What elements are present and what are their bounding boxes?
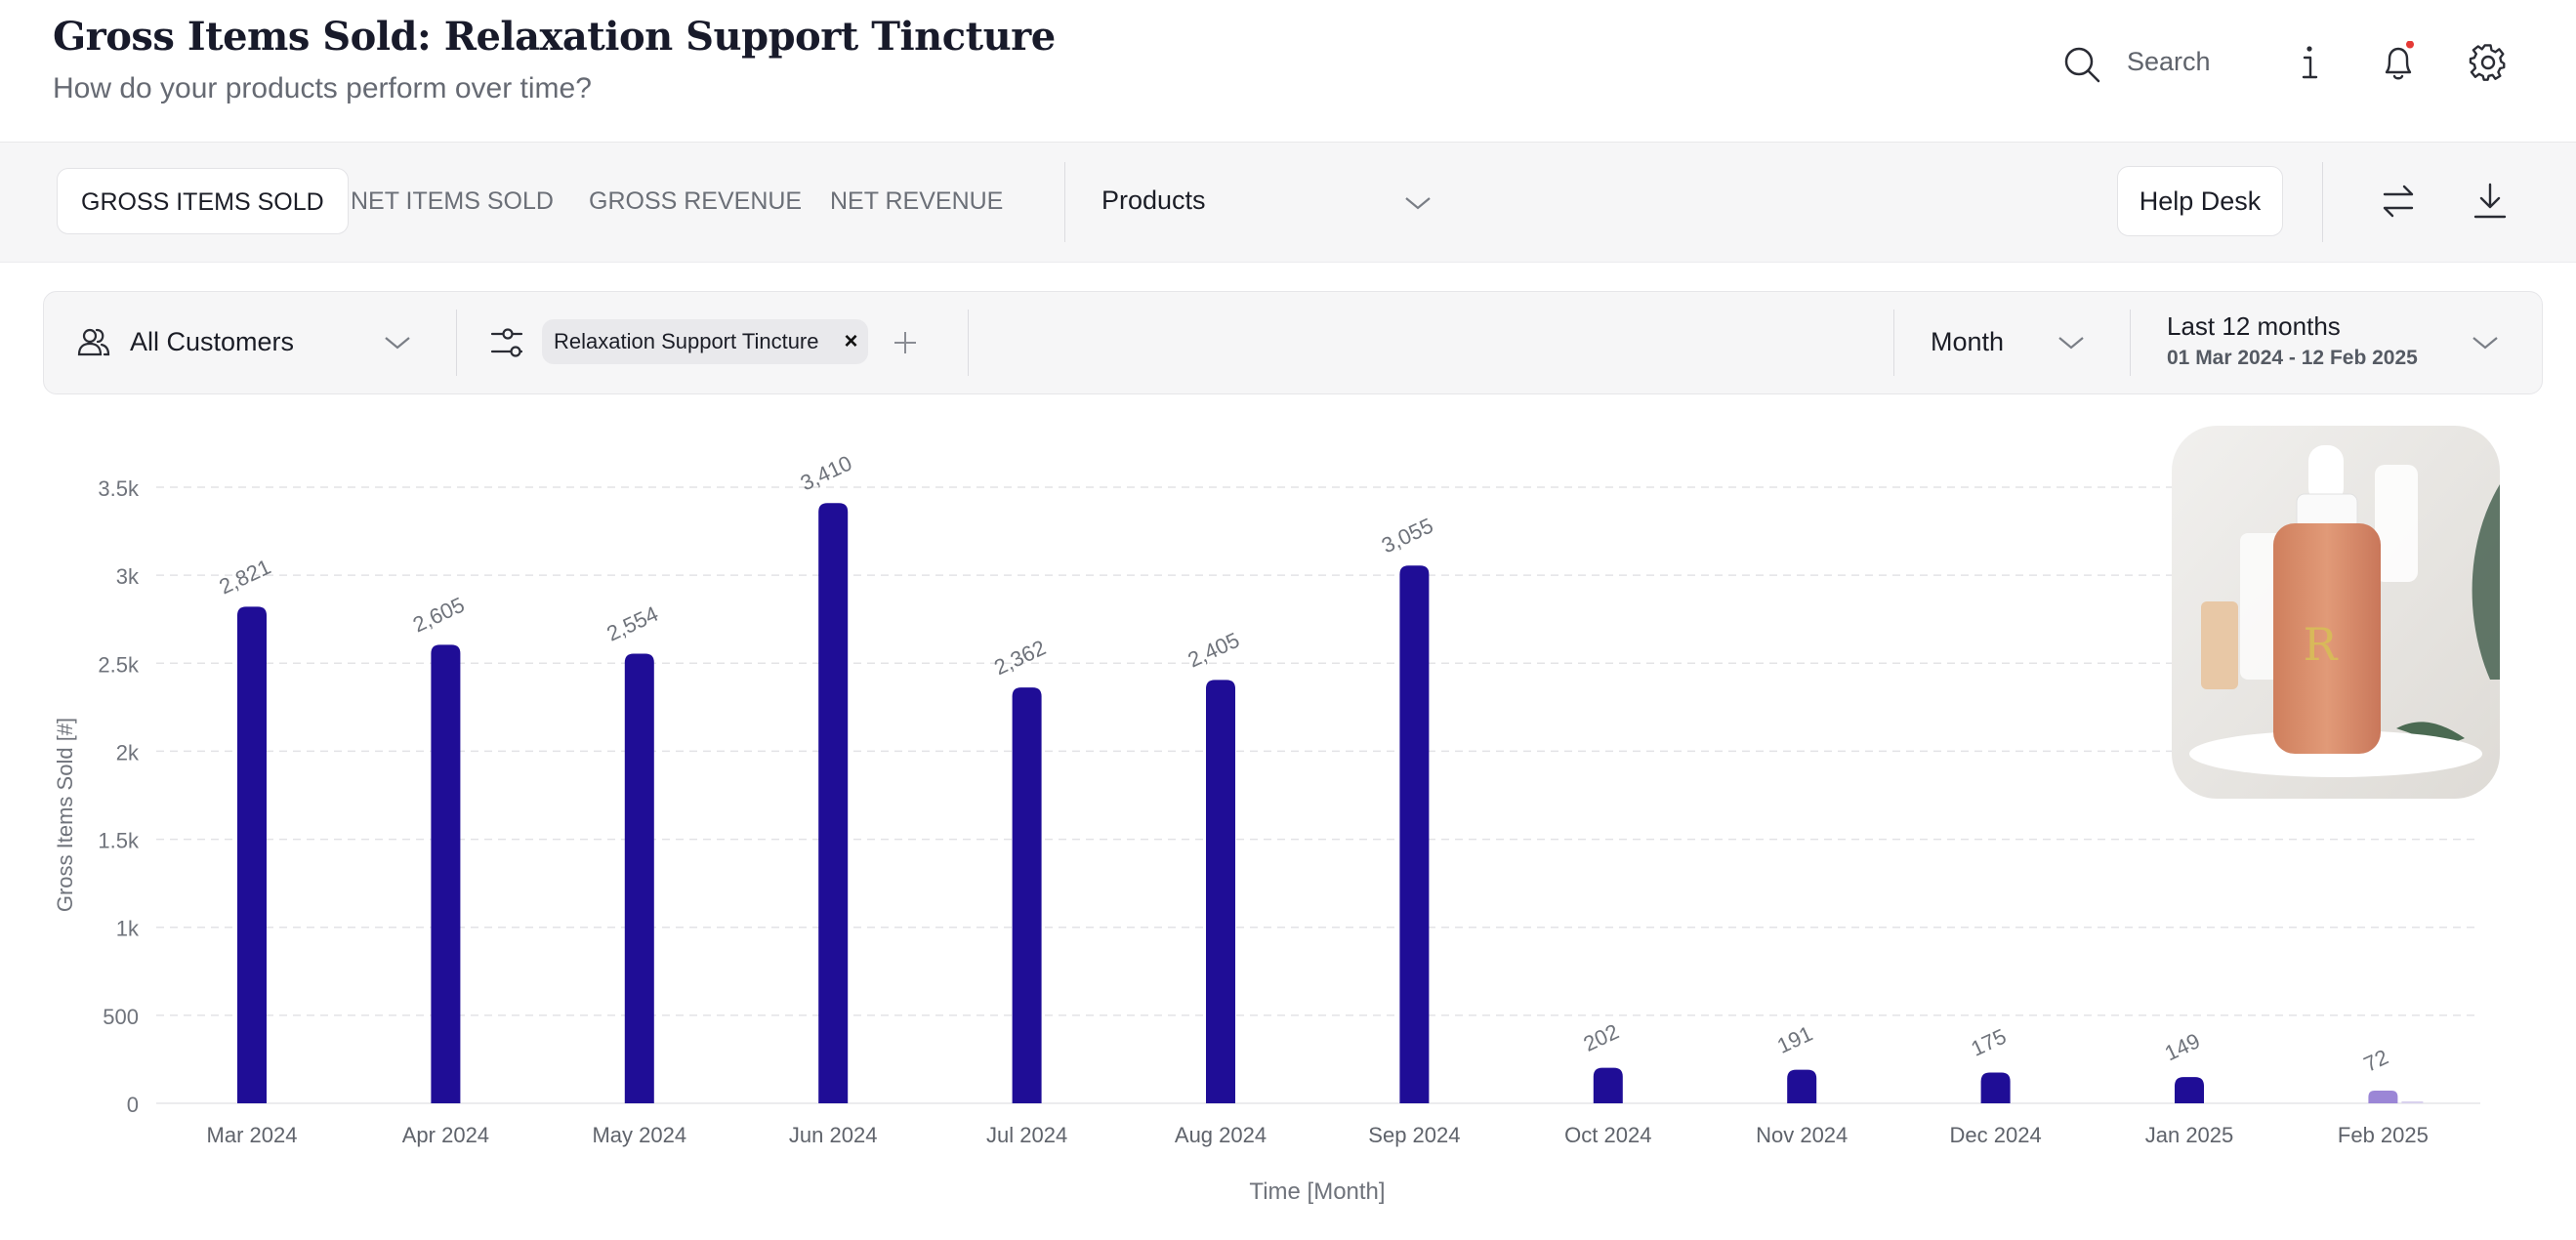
x-tick-label: Apr 2024: [402, 1123, 489, 1147]
chevron-down-icon[interactable]: [2057, 335, 2085, 351]
svg-text:R: R: [2304, 618, 2339, 671]
bar: [2175, 1077, 2204, 1103]
y-tick-label: 500: [103, 1005, 139, 1029]
divider: [1893, 310, 1894, 376]
search-input[interactable]: Search: [2127, 47, 2211, 76]
x-tick-label: Jul 2024: [986, 1123, 1067, 1147]
page-header: Gross Items Sold: Relaxation Support Tin…: [0, 0, 2576, 143]
x-tick-label: Sep 2024: [1368, 1123, 1460, 1147]
data-label: 72: [2360, 1045, 2392, 1077]
y-tick-label: 2k: [116, 740, 140, 765]
x-tick-label: Feb 2025: [2338, 1123, 2429, 1147]
divider: [1064, 162, 1065, 242]
period-dropdown[interactable]: Last 12 months: [2167, 311, 2341, 341]
partial-period-marker: [2401, 1101, 2424, 1103]
chevron-down-icon[interactable]: [2472, 335, 2499, 351]
data-label: 202: [1580, 1019, 1623, 1056]
metric-toolbar: GROSS ITEMS SOLD NET ITEMS SOLD GROSS RE…: [0, 143, 2576, 263]
bar: [237, 606, 267, 1103]
y-tick-label: 2.5k: [98, 652, 140, 677]
bar: [1980, 1072, 2011, 1103]
x-tick-label: Nov 2024: [1756, 1123, 1848, 1147]
x-axis-title: Time [Month]: [1249, 1178, 1385, 1205]
bar: [1787, 1069, 1817, 1103]
data-label: 3,410: [797, 450, 855, 495]
x-tick-label: Oct 2024: [1564, 1123, 1651, 1147]
data-label: 2,362: [990, 635, 1049, 680]
y-axis-title: Gross Items Sold [#]: [53, 718, 77, 912]
divider: [456, 310, 457, 376]
chevron-down-icon[interactable]: [1404, 195, 1432, 211]
data-label: 2,554: [602, 601, 661, 646]
notification-dot: [2406, 41, 2414, 49]
page-subtitle: How do your products perform over time?: [53, 72, 592, 104]
data-label: 2,405: [1184, 628, 1243, 673]
chevron-down-icon[interactable]: [384, 335, 411, 351]
bar: [1399, 565, 1430, 1103]
bar: [624, 653, 654, 1103]
data-label: 2,821: [216, 555, 274, 599]
bell-icon[interactable]: [2379, 41, 2418, 84]
tab-net-revenue[interactable]: NET REVENUE: [830, 187, 1004, 215]
info-icon[interactable]: [2293, 43, 2326, 82]
x-tick-label: Jun 2024: [789, 1123, 878, 1147]
plus-icon[interactable]: [893, 331, 917, 354]
divider: [2130, 310, 2131, 376]
data-label: 149: [2161, 1028, 2204, 1065]
period-range: 01 Mar 2024 - 12 Feb 2025: [2167, 347, 2418, 369]
help-desk-button[interactable]: Help Desk: [2117, 166, 2283, 236]
download-icon[interactable]: [2471, 182, 2510, 221]
customers-dropdown[interactable]: All Customers: [130, 327, 295, 356]
divider: [2322, 162, 2323, 242]
y-tick-label: 0: [127, 1093, 139, 1117]
data-label: 191: [1773, 1021, 1816, 1058]
y-tick-label: 3.5k: [98, 476, 140, 501]
filter-bar: All Customers Relaxation Support Tinctur…: [43, 291, 2543, 394]
page-title: Gross Items Sold: Relaxation Support Tin…: [53, 14, 1056, 60]
search-icon[interactable]: [2062, 45, 2101, 84]
x-tick-label: Jan 2025: [2145, 1123, 2234, 1147]
x-tick-label: May 2024: [592, 1123, 686, 1147]
tab-gross-revenue[interactable]: GROSS REVENUE: [589, 187, 803, 215]
chip-label: Relaxation Support Tincture: [554, 329, 819, 353]
bar: [1012, 687, 1042, 1103]
product-photo: R: [2172, 426, 2500, 799]
divider: [968, 310, 969, 376]
tab-gross-items-sold[interactable]: GROSS ITEMS SOLD: [57, 168, 349, 234]
bar-chart: 0 500 1k 1.5k 2k 2.5k 3k 3.5k 2,821 Mar 2024 2,605…: [53, 450, 2480, 1205]
bar: [2368, 1091, 2398, 1103]
x-tick-label: Aug 2024: [1175, 1123, 1267, 1147]
swap-icon[interactable]: [2379, 182, 2418, 221]
y-tick-label: 3k: [116, 564, 140, 589]
bar: [818, 503, 849, 1103]
bar: [1206, 680, 1235, 1103]
x-tick-label: Dec 2024: [1950, 1123, 2042, 1147]
tab-net-items-sold[interactable]: NET ITEMS SOLD: [351, 187, 554, 215]
gear-icon[interactable]: [2469, 43, 2508, 82]
customers-icon: [77, 328, 110, 356]
close-icon[interactable]: ×: [844, 328, 858, 354]
bar: [1593, 1067, 1623, 1103]
granularity-dropdown[interactable]: Month: [1931, 327, 2005, 356]
x-tick-label: Mar 2024: [207, 1123, 298, 1147]
products-dropdown[interactable]: Products: [1101, 186, 1206, 215]
filter-icon[interactable]: [489, 325, 524, 360]
bar: [431, 644, 461, 1103]
data-label: 2,605: [409, 593, 468, 638]
product-filter-chip: Relaxation Support Tincture ×: [542, 319, 868, 364]
data-label: 175: [1968, 1024, 2011, 1061]
y-tick-label: 1k: [116, 917, 140, 941]
data-label: 3,055: [1378, 513, 1436, 558]
y-tick-label: 1.5k: [98, 829, 140, 853]
